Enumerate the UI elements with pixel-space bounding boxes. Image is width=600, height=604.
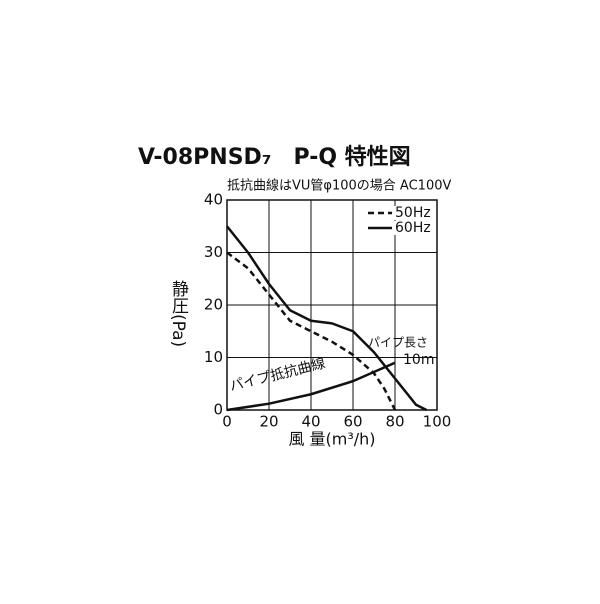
annotation: パイプ長さ [368,336,428,350]
y-axis-label: 静圧(Pa) [168,280,189,347]
x-tick-label: 0 [222,413,232,431]
chart-subtitle: 抵抗曲線はVU管φ100の場合 AC100V [227,178,451,194]
x-tick-label: 40 [301,413,320,431]
chart-title: V-08PNSD₇ P-Q 特性図 [138,144,411,170]
y-tick-label: 10 [204,348,223,366]
series-line [226,251,397,411]
x-tick-label: 60 [343,413,362,431]
y-tick-label: 30 [204,243,223,261]
x-axis-label: 風 量(m³/h) [288,430,375,449]
x-tick-label: 100 [423,413,452,431]
legend-label: 60Hz [395,220,431,236]
legend-bg [366,206,436,220]
legend-bg [366,221,436,235]
series-line [226,361,396,412]
y-tick-label: 0 [213,401,223,419]
annotation: 10m [403,352,434,368]
x-tick-label: 80 [385,413,404,431]
legend-label: 50Hz [395,205,431,221]
series-line [226,225,428,412]
y-tick-label: 40 [204,191,223,209]
y-tick-label: 20 [204,296,223,314]
x-tick-label: 20 [259,413,278,431]
curve-label: パイプ抵抗曲線 [228,356,327,395]
